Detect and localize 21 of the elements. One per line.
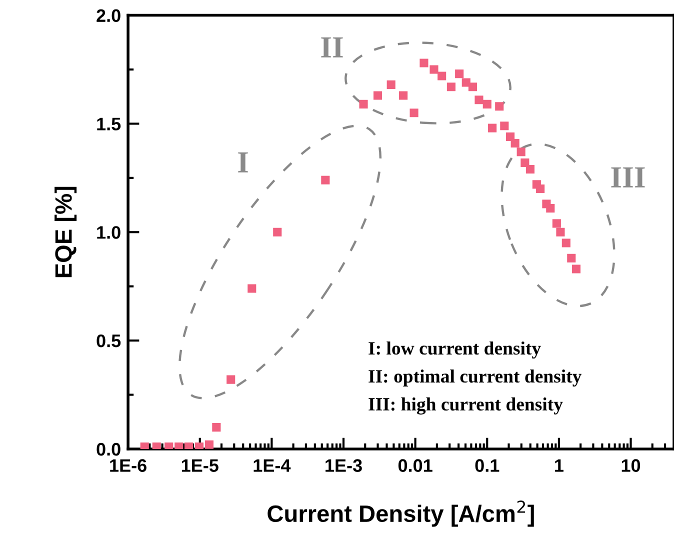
x-tick-label: 1E-5 [182,459,218,472]
y-tick-label: 0.0 [96,442,120,456]
annotation: II: optimal current density [368,369,582,387]
y-tick-label: 1.0 [97,226,120,239]
annotation: III [611,167,645,188]
x-tick-label: 1E-3 [326,459,362,472]
x-axis-title: Current Density [A/cm$^{2}$] [268,500,534,527]
annotation: III: high current density [368,397,563,415]
x-tick-label: 0.01 [398,459,432,472]
y-tick-label: 0.5 [96,334,121,348]
annotation: I: low current density [368,341,541,359]
x-tick-label: 1E-6 [110,459,146,472]
y-tick-label: 1.5 [97,118,121,130]
x-tick-label: 10 [622,459,640,472]
y-axis-title: EQE [%] [54,186,77,278]
x-tick-label: 1 [555,459,564,472]
y-tick-label: 2.0 [96,9,120,22]
annotation: I [238,152,248,172]
x-tick-label: 0.1 [475,459,500,472]
annotation: II [321,37,343,58]
x-tick-label: 1E-4 [254,459,291,472]
